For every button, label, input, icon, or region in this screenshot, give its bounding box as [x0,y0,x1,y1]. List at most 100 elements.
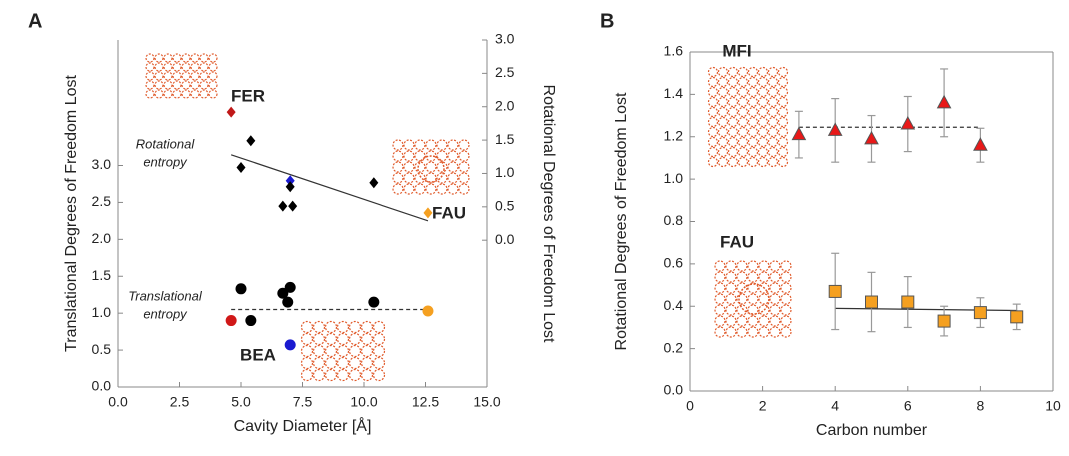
framework-ring [163,53,173,63]
point [278,200,288,212]
framework-ring [757,66,769,78]
framework-ring [190,53,200,63]
framework-ring [758,260,770,272]
framework-ring [747,156,759,168]
framework-ring [324,320,338,334]
framework-ring [199,89,209,99]
framework-ring [172,89,182,99]
annotation: FAU [432,203,466,222]
x-axis-title: Carbon number [816,422,928,439]
framework-ring [717,116,729,128]
framework-ring [458,150,470,162]
framework-ring [154,89,164,99]
y2-tick-label: 3.0 [495,31,515,47]
framework-ring [780,304,792,316]
framework-ring [392,161,404,173]
framework-ring [707,136,719,148]
framework-ring [145,71,155,81]
point [791,126,807,141]
framework-ring [392,183,404,195]
point [1010,310,1024,324]
framework-ring [154,62,164,72]
framework-ring [436,172,448,184]
framework-ring [348,320,362,334]
framework-ring [208,89,218,99]
framework-ring [758,271,770,283]
framework-ring [777,146,789,158]
point [246,135,256,147]
point [285,181,295,193]
framework-ring [707,106,719,118]
framework-ring [747,106,759,118]
framework-ring [208,62,218,72]
framework-ring [717,96,729,108]
framework-ring [181,80,191,90]
framework-ring [777,96,789,108]
framework-ring [336,332,350,346]
framework-ring [372,320,386,334]
framework-ring [163,80,173,90]
framework-ring [436,139,448,151]
framework-ring [757,156,769,168]
framework-ring [769,293,781,305]
framework-ring [777,66,789,78]
point [245,315,257,327]
framework-ring [714,304,726,316]
framework-ring [737,106,749,118]
framework-ring [436,150,448,162]
framework-ring [737,156,749,168]
framework-ring [336,356,350,370]
framework-ring [447,172,459,184]
point [900,115,916,130]
framework-ring [181,89,191,99]
framework-ring [757,146,769,158]
framework-ring [403,172,415,184]
framework-ring [737,66,749,78]
framework-ring [767,136,779,148]
framework-ring [300,332,314,346]
framework-ring [725,282,737,294]
framework-ring [727,76,739,88]
framework-ring [738,283,770,315]
framework-ring [767,66,779,78]
framework-ring [436,183,448,195]
framework-ring [758,326,770,338]
framework-ring [727,96,739,108]
point [864,130,879,145]
framework-ring [727,86,739,98]
framework-ring [324,368,338,382]
y-axis-title: Translational Degrees of Freedom Lost [63,75,80,352]
y-tick-label: 1.4 [664,85,684,101]
framework-ring [312,332,326,346]
framework-ring [747,146,759,158]
framework-ring [190,89,200,99]
framework-ring [767,156,779,168]
framework-ring [747,304,759,316]
framework-ring [777,116,789,128]
framework-ring [181,62,191,72]
framework-ring [737,96,749,108]
framework-ring [360,332,374,346]
annotation: BEA [240,345,276,364]
framework-ring [707,66,719,78]
framework-ring [758,304,770,316]
framework-ring [747,86,759,98]
framework-ring [777,136,789,148]
framework-ring [312,320,326,334]
framework-ring [757,126,769,138]
y-tick-label: 1.6 [664,43,684,59]
framework-ring [736,293,748,305]
framework-ring [348,368,362,382]
framework-ring [425,150,437,162]
framework-ring [372,332,386,346]
framework-ring [707,86,719,98]
framework-ring [181,71,191,81]
x-tick-label: 10.0 [350,394,377,410]
point [369,177,379,189]
point [937,314,951,328]
panel-label: A [28,10,42,32]
framework-ring [757,116,769,128]
framework-ring [417,155,445,183]
point [282,296,294,308]
framework-ring [727,126,739,138]
